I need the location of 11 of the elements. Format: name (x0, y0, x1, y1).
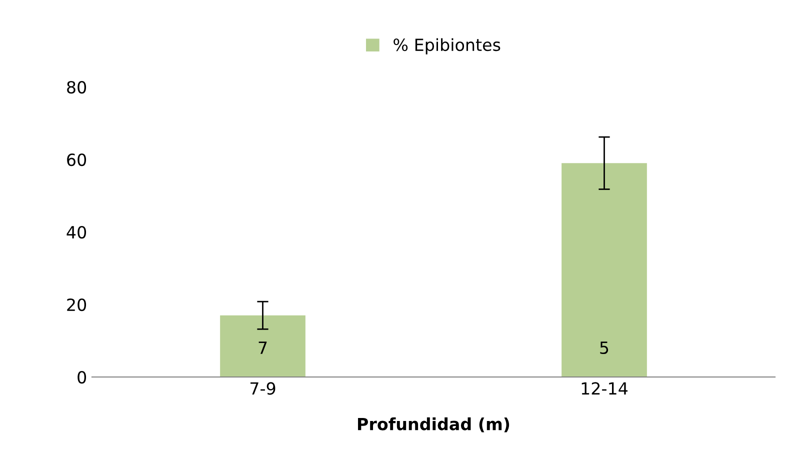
y-tick-label: 20 (67, 298, 86, 312)
legend-label: % Epibiontes (394, 38, 500, 54)
x-axis-title: Profundidad (m) (358, 417, 510, 432)
annotation: 7 (258, 342, 267, 354)
y-tick-label: 0 (78, 370, 86, 384)
x-tick-label: 12-14 (582, 382, 628, 395)
y-tick-label: 80 (67, 80, 86, 94)
y-tick-label: 60 (67, 153, 86, 166)
x-tick-label: 7-9 (250, 382, 276, 395)
annotation: 5 (600, 342, 608, 354)
y-tick-label: 40 (66, 226, 86, 239)
